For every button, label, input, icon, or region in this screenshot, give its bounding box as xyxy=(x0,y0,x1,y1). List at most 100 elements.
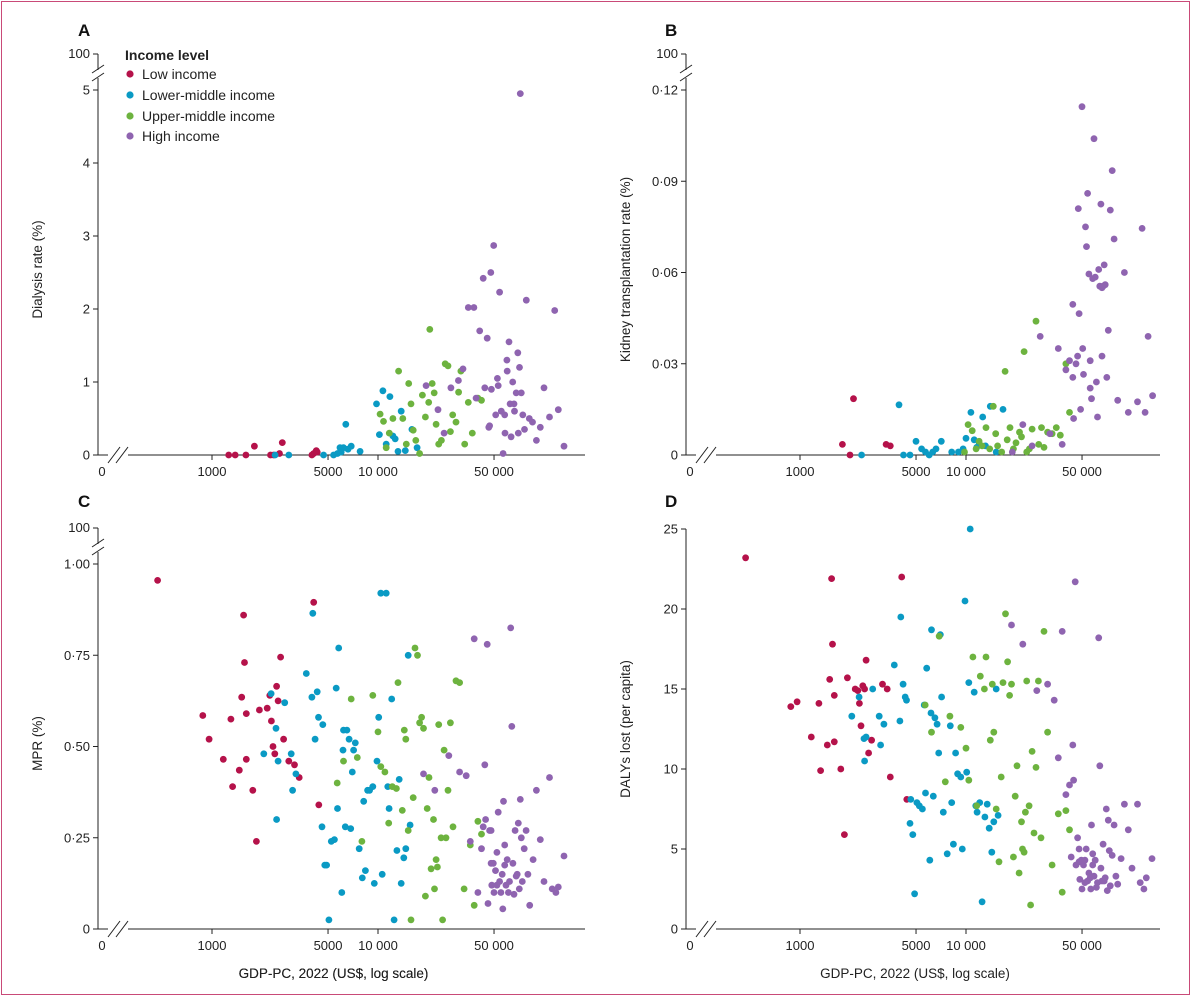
panel-c-point-upper-middle-income xyxy=(407,916,415,924)
panel-b-point-high-income xyxy=(1069,374,1077,381)
panel-b-point-lower-middle-income xyxy=(967,409,975,416)
panel-a-point-upper-middle-income xyxy=(382,444,390,452)
panel-c-point-high-income xyxy=(490,889,498,896)
panel-b-point-high-income xyxy=(1110,235,1118,243)
panel-a-x-tick-label: 10 000 xyxy=(358,464,398,479)
panel-b-point-low-income xyxy=(886,442,894,450)
panel-d-point-lower-middle-income xyxy=(877,741,884,749)
panel-b-point-upper-middle-income xyxy=(1052,424,1060,431)
panel-c-point-lower-middle-income xyxy=(292,770,300,778)
legend-label-lower-middle-income: Lower-middle income xyxy=(142,87,275,103)
legend-item-upper-middle-income: Upper-middle income xyxy=(126,108,275,124)
panel-d-point-lower-middle-income xyxy=(875,712,883,720)
panel-c-point-low-income xyxy=(285,757,293,765)
panel-b-point-high-income xyxy=(1121,269,1128,276)
panel-b-point-high-income xyxy=(1074,205,1082,213)
panel-c-point-lower-middle-income xyxy=(369,783,377,790)
panel-c-point-upper-middle-income xyxy=(449,823,457,831)
panel-b-series-low-income xyxy=(839,395,894,459)
panel-b-point-lower-middle-income xyxy=(912,437,920,445)
panel-d-y-tick-label: 20 xyxy=(664,602,678,617)
panel-c-point-high-income xyxy=(497,889,505,896)
panel-d-point-low-income xyxy=(807,733,815,741)
panel-d-point-lower-middle-income xyxy=(939,808,947,816)
panel-d-y-tick-label: 5 xyxy=(671,842,678,857)
panel-a-y-break-mark xyxy=(91,64,105,74)
panel-d-point-high-income xyxy=(1091,856,1099,864)
panel-a-y-tick-label: 1 xyxy=(83,375,90,390)
panel-a-point-high-income xyxy=(490,242,498,249)
panel-c-point-high-income xyxy=(420,770,427,778)
panel-c-series-lower-middle-income xyxy=(260,589,414,924)
panel-a-point-upper-middle-income xyxy=(376,410,384,418)
panel-d-point-upper-middle-income xyxy=(981,685,988,693)
panel-d-point-upper-middle-income xyxy=(1044,728,1051,736)
panel-c-point-upper-middle-income xyxy=(427,865,435,873)
panel-d-point-high-income xyxy=(1110,821,1118,829)
panel-a-point-high-income xyxy=(551,307,559,314)
panel-b-point-high-income xyxy=(1036,333,1044,340)
panel-a-series-upper-middle-income xyxy=(376,326,485,457)
panel-d-point-lower-middle-income xyxy=(938,693,945,701)
panel-c-point-high-income xyxy=(518,878,526,885)
panel-a-point-high-income xyxy=(516,90,524,97)
panel-d-point-high-income xyxy=(1106,882,1114,890)
panel-a-point-high-income xyxy=(483,334,491,342)
panel-d-point-lower-middle-income xyxy=(963,768,971,776)
panel-d-point-lower-middle-income xyxy=(906,820,914,827)
panel-a-point-high-income xyxy=(517,389,525,397)
panel-a-point-upper-middle-income xyxy=(425,399,433,406)
panel-c-point-lower-middle-income xyxy=(390,916,398,924)
panel-b-point-high-income xyxy=(1100,261,1108,269)
panel-b-point-high-income xyxy=(1058,441,1066,448)
panel-b-x-tick-label: 5000 xyxy=(902,464,931,479)
panel-a-point-high-income xyxy=(472,394,480,402)
panel-d-point-lower-middle-income xyxy=(992,685,1000,693)
panel-c-point-lower-middle-income xyxy=(348,768,356,776)
panel-d-point-lower-middle-income xyxy=(929,792,937,800)
panel-c-x-tick-label: 5000 xyxy=(314,938,343,953)
panel-a-point-low-income xyxy=(278,439,286,446)
panel-d-point-upper-middle-income xyxy=(1023,677,1031,685)
legend-marker-lower-middle-income xyxy=(126,91,134,99)
panel-d-point-high-income xyxy=(1112,872,1120,880)
panel-c-point-upper-middle-income xyxy=(439,916,446,924)
panel-c-point-low-income xyxy=(271,750,279,758)
panel-d-point-low-income xyxy=(857,722,865,730)
panel-c-series-low-income xyxy=(154,577,323,845)
panel-c-point-high-income xyxy=(515,885,523,893)
panel-d-point-high-income xyxy=(1081,856,1089,864)
panel-b-point-high-income xyxy=(1088,395,1095,403)
panel-c-x-tick-label: 1000 xyxy=(198,938,227,953)
panel-d-point-lower-middle-income xyxy=(946,722,954,730)
panel-c-point-high-income xyxy=(431,786,439,794)
panel-d-point-upper-middle-income xyxy=(1008,680,1015,688)
panel-b-point-high-income xyxy=(1074,352,1081,360)
panel-d-point-upper-middle-income xyxy=(921,701,929,709)
panel-b-point-upper-middle-income xyxy=(992,430,1000,438)
panel-a-series-high-income xyxy=(422,90,568,457)
panel-d-point-high-income xyxy=(1074,834,1081,842)
panel-b-point-high-income xyxy=(1108,167,1116,175)
panel-b-point-high-income xyxy=(1072,360,1080,368)
panel-b-point-high-income xyxy=(1091,273,1099,281)
panel-c-point-upper-middle-income xyxy=(430,816,437,823)
panel-d-x-zero-label: 0 xyxy=(686,938,693,953)
panel-a-point-upper-middle-income xyxy=(432,420,440,428)
panel-c-y-tick-label: 0·25 xyxy=(64,830,90,845)
panel-a-point-high-income xyxy=(510,400,518,408)
panel-b-point-lower-middle-income xyxy=(937,437,945,445)
panel-b-point-high-income xyxy=(1138,225,1146,232)
panel-c-point-lower-middle-income xyxy=(267,690,275,697)
panel-c-point-upper-middle-income xyxy=(400,726,408,734)
panel-d-point-upper-middle-income xyxy=(1020,848,1028,856)
panel-d-point-upper-middle-income xyxy=(995,858,1003,866)
panel-d-point-low-income xyxy=(854,687,862,694)
panel-d-point-high-income xyxy=(1148,855,1156,862)
panel-b-point-high-income xyxy=(1098,352,1106,360)
panel-c-point-lower-middle-income xyxy=(382,589,390,597)
panel-b-point-high-income xyxy=(1046,430,1054,438)
panel-c-point-high-income xyxy=(492,867,499,874)
panel-b-point-lower-middle-income xyxy=(948,448,956,456)
